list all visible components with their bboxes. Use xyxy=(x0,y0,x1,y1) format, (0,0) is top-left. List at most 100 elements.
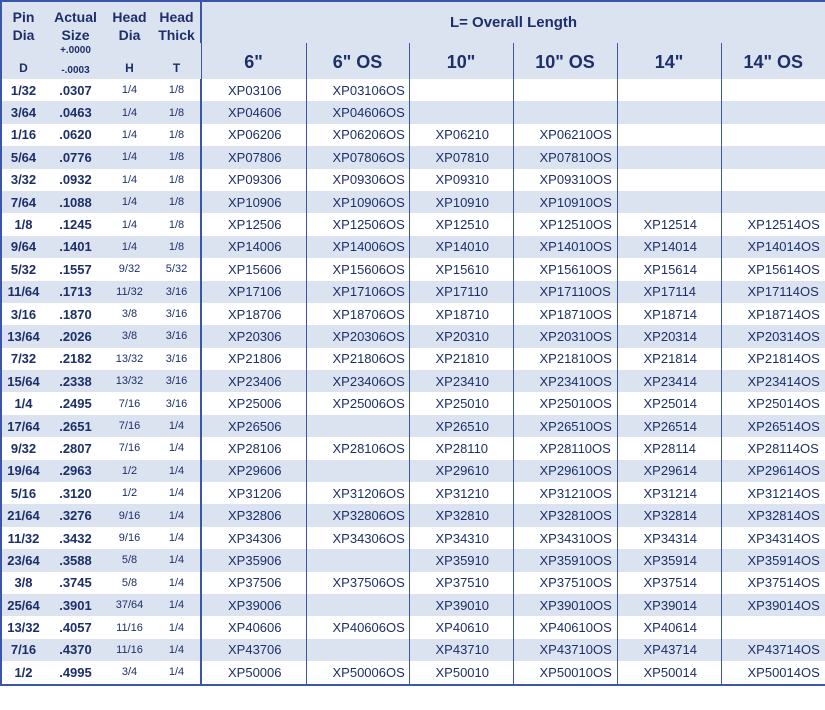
part-number: XP39010 xyxy=(408,593,513,617)
part-number: XP29614OS xyxy=(720,459,825,483)
part-number: XP04606 xyxy=(200,101,306,124)
size-cell: .3120 xyxy=(59,485,92,501)
size-cell: 9/32 xyxy=(10,440,37,456)
table-row: 3/16.1870 3/8 3/16 XP18706 XP18706OS XP18710 X… xyxy=(1,302,825,326)
part-number: XP15610 xyxy=(408,258,513,281)
part-number: XP39010OS xyxy=(512,593,617,617)
size-cell: .2807 xyxy=(59,440,92,456)
header-tolerance: -.0003 xyxy=(61,65,90,76)
part-number: XP17114OS xyxy=(720,280,825,303)
table-row: 5/32.1557 9/32 5/32 XP15606 XP15606OS XP15610… xyxy=(1,258,825,281)
table-row: 13/64.2026 3/8 3/16 XP20306 XP20306OS XP20310… xyxy=(1,325,825,348)
part-number: XP14014OS xyxy=(720,235,825,259)
size-cell: 13/32 xyxy=(7,620,40,636)
size-cell: 1/8 xyxy=(14,217,33,233)
size-cell: 1/4 xyxy=(121,128,138,141)
part-number: XP21814OS xyxy=(720,347,825,371)
size-cell: 1/8 xyxy=(153,190,201,214)
part-number: XP07810 xyxy=(408,146,513,169)
part-number: XP12506 xyxy=(200,213,306,236)
part-number: XP28110OS xyxy=(512,437,617,460)
part-number: XP32814OS xyxy=(720,504,825,527)
size-cell: 1/4 xyxy=(168,487,185,500)
size-cell: .1245 xyxy=(59,217,92,233)
part-number: XP40606 xyxy=(200,616,306,639)
part-number: XP15614OS xyxy=(720,258,825,281)
length-header: 6" OS xyxy=(305,43,409,79)
size-cell: .4057 xyxy=(59,620,92,636)
part-number: XP15606OS xyxy=(305,258,409,281)
part-number: XP18706 xyxy=(200,302,306,326)
part-number: XP34314OS xyxy=(720,526,825,550)
part-number xyxy=(512,101,617,124)
part-number: XP50010 xyxy=(408,661,513,685)
length-header: 10" OS xyxy=(512,43,617,79)
size-cell: .2026 xyxy=(45,325,106,348)
size-cell: 7/16 xyxy=(118,397,141,410)
part-number: XP39014 xyxy=(616,593,721,617)
part-number: XP32810 xyxy=(408,504,513,527)
part-number: XP03106 xyxy=(200,79,306,102)
part-number xyxy=(616,101,721,124)
size-cell: 3/16 xyxy=(165,308,188,321)
table-row: 1/16 .0620 1/4 1/8 XP06206 XP06206OS XP06210 XP… xyxy=(1,123,825,147)
part-number: XP12510OS xyxy=(512,213,617,236)
part-number: XP31214 xyxy=(616,482,721,505)
part-number: XP34314 xyxy=(616,526,721,550)
size-cell: 19/64 xyxy=(1,459,45,483)
size-cell: 1/4 xyxy=(168,532,185,544)
part-number: XP40614 xyxy=(616,616,721,639)
size-cell: 37/64 xyxy=(106,593,153,617)
part-number: XP10910OS xyxy=(512,190,617,214)
size-cell: .1401 xyxy=(45,235,106,259)
part-number: XP03106OS xyxy=(305,79,409,102)
part-number: XP17106OS xyxy=(305,280,409,303)
part-number: XP26514OS xyxy=(720,414,825,438)
size-cell: 13/32 xyxy=(115,352,144,365)
part-number: XP28110 xyxy=(408,437,513,460)
size-cell: 7/64 xyxy=(1,190,45,214)
table-row: 1/8.1245 1/4 1/8 XP12506 XP12506OS XP12510 XP1… xyxy=(1,213,825,236)
size-cell: 3/16 xyxy=(10,306,37,322)
part-number: XP43714 xyxy=(616,638,721,662)
part-number: XP18714OS xyxy=(720,302,825,326)
table-row: 3/64.0463 1/4 1/8 XP04606 XP04606OS xyxy=(1,101,825,124)
table-row: 19/64.2963 1/2 1/4 XP29606 XP29610 XP29610OS X… xyxy=(1,459,825,483)
size-cell: 3/8 xyxy=(121,308,138,321)
size-cell: 1/2 xyxy=(121,487,138,500)
size-cell: 5/8 xyxy=(121,576,138,589)
col-header: Actual Size +.0000 -.0003 xyxy=(45,1,106,79)
size-cell: .2182 xyxy=(59,351,92,367)
part-number xyxy=(720,79,825,102)
part-number: XP50006OS xyxy=(305,661,409,685)
size-cell: 3/8 xyxy=(106,325,153,348)
part-number: XP39006 xyxy=(200,593,306,617)
size-cell: 25/64 xyxy=(1,593,45,617)
part-number: XP20314 xyxy=(616,325,721,348)
part-number: XP17106 xyxy=(200,280,306,303)
size-cell: 1/8 xyxy=(168,128,185,141)
part-number: XP25010OS xyxy=(512,392,617,415)
size-cell: 11/32 xyxy=(7,530,40,546)
part-number: XP12514OS xyxy=(720,213,825,236)
size-cell: 15/64 xyxy=(1,370,45,393)
part-number: XP39014OS xyxy=(720,593,825,617)
size-cell: 13/32 xyxy=(106,370,153,393)
table-row: 21/64.3276 9/16 1/4 XP32806 XP32806OS XP32810… xyxy=(1,504,825,527)
part-number: XP40610OS xyxy=(512,616,617,639)
size-cell: .3432 xyxy=(59,530,92,546)
part-number: XP23406 xyxy=(200,370,306,393)
size-cell: 1/8 xyxy=(168,173,185,186)
part-number: XP10910 xyxy=(408,190,513,214)
part-number: XP26514 xyxy=(616,414,721,438)
part-number: XP21810 xyxy=(408,347,513,371)
size-cell: 7/16 xyxy=(118,442,141,455)
size-cell: 1/4 xyxy=(121,84,138,97)
part-number: XP26506 xyxy=(200,414,306,438)
part-number: XP50006 xyxy=(200,661,306,685)
size-cell: 1/2 xyxy=(14,664,33,680)
table-row: 25/64.3901 37/64 1/4 XP39006 XP39010 XP39010O… xyxy=(1,593,825,617)
part-number xyxy=(720,190,825,214)
size-cell: 3/16 xyxy=(165,352,188,365)
length-header: 6" xyxy=(200,43,306,79)
